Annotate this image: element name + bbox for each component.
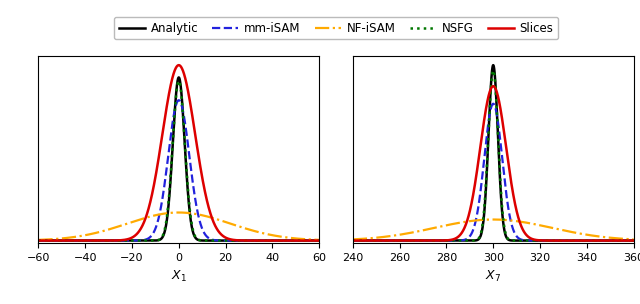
X-axis label: $X_1$: $X_1$: [171, 268, 187, 284]
X-axis label: $X_7$: $X_7$: [485, 268, 501, 284]
Legend: Analytic, mm-iSAM, NF-iSAM, NSFG, Slices: Analytic, mm-iSAM, NF-iSAM, NSFG, Slices: [114, 17, 558, 40]
